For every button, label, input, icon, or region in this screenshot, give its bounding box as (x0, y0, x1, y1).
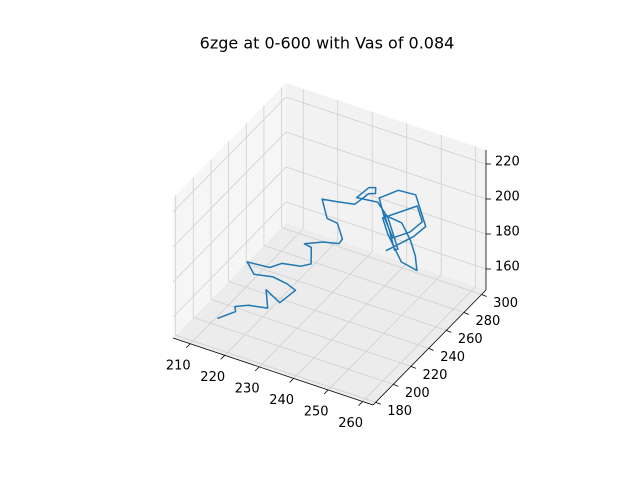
tick-mark (220, 355, 226, 360)
grid-line (172, 166, 287, 283)
z-tick-label: 180 (495, 225, 520, 240)
y-tick-label: 220 (423, 368, 448, 383)
x-tick-label: 230 (235, 381, 260, 396)
grid-line (189, 228, 304, 345)
y-axis (372, 289, 487, 406)
back-pane (286, 83, 486, 290)
tick-mark (185, 343, 191, 349)
y-tick-label: 180 (387, 404, 412, 419)
x-tick-label: 250 (304, 404, 329, 419)
grid-line (281, 227, 482, 295)
grid-line (172, 131, 287, 248)
tick-mark (446, 330, 452, 333)
x-tick-label: 220 (200, 370, 225, 385)
tick-mark (289, 378, 294, 383)
grid-line (228, 281, 429, 349)
z-tick-label: 160 (495, 260, 520, 275)
tick-mark (254, 366, 260, 372)
y-tick-label: 240 (440, 350, 465, 365)
grid-line (246, 263, 447, 331)
tick-mark (481, 294, 487, 297)
grid-line (285, 201, 487, 270)
tick-mark (323, 389, 329, 395)
y-tick-label: 260 (458, 332, 483, 347)
trajectory-line (217, 186, 427, 320)
y-tick-label: 300 (493, 296, 518, 311)
grid-line (172, 201, 287, 318)
tick-mark (463, 312, 470, 315)
y-tick-label: 200 (405, 386, 430, 401)
grid-line (258, 251, 373, 368)
grid-line (293, 263, 407, 379)
y-tick-label: 280 (476, 314, 501, 329)
x-tick-label: 260 (338, 416, 363, 431)
grid-line (175, 334, 376, 403)
grid-line (210, 298, 412, 367)
x-tick-label: 210 (166, 358, 191, 373)
tick-mark (358, 401, 363, 406)
grid-line (285, 166, 487, 235)
grid-line (285, 96, 487, 165)
side-pane (173, 83, 286, 338)
grid-line (327, 274, 442, 391)
grid-line (285, 131, 487, 200)
tick-mark (375, 401, 381, 405)
tick-mark (393, 383, 399, 387)
grid-line (263, 245, 465, 313)
tick-mark (410, 365, 417, 369)
z-tick-label: 200 (495, 190, 520, 205)
grid-line (362, 286, 476, 402)
grid-line (172, 96, 287, 213)
tick-mark (428, 348, 434, 351)
x-axis (172, 337, 374, 406)
chart-title: 6zge at 0-600 with Vas of 0.084 (200, 34, 455, 53)
z-tick-label: 220 (495, 155, 520, 170)
x-tick-label: 240 (269, 393, 294, 408)
grid-line (193, 316, 394, 385)
grid-line (224, 240, 339, 356)
